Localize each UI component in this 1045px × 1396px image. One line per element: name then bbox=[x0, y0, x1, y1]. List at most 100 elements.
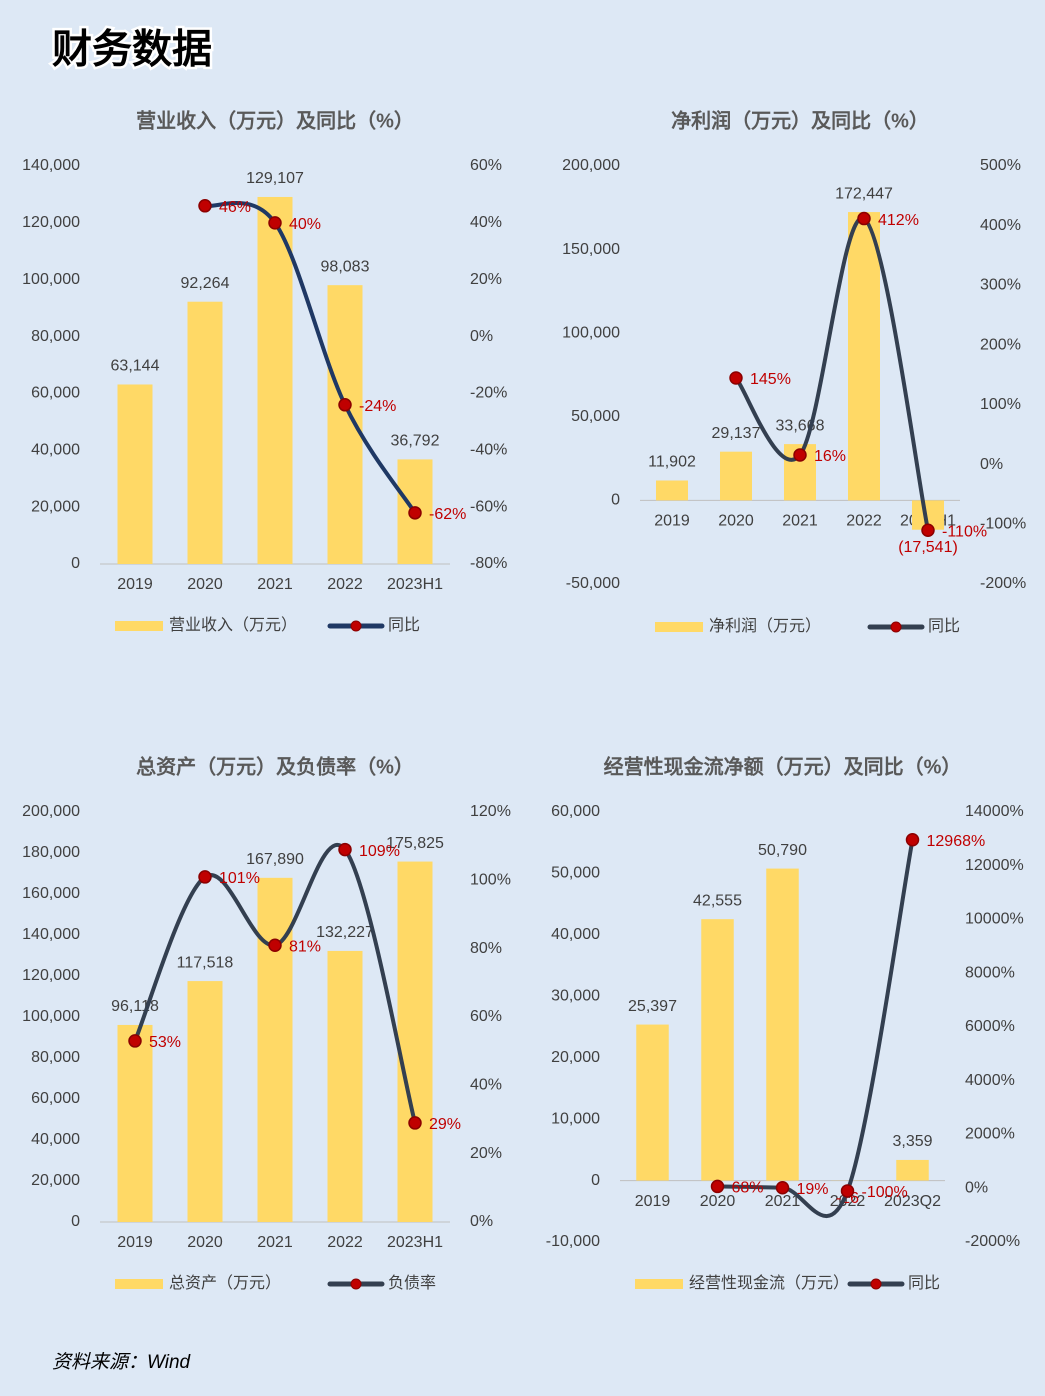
x-tick-label: 2021 bbox=[257, 1234, 293, 1251]
y2-tick-label: 20% bbox=[470, 271, 502, 288]
x-tick-label: 2020 bbox=[718, 513, 754, 530]
bar-label: 175,825 bbox=[386, 835, 444, 852]
line-label: 101% bbox=[219, 870, 260, 887]
y-tick-label: 0 bbox=[591, 1172, 600, 1189]
y2-tick-label: 2000% bbox=[965, 1126, 1015, 1143]
y-tick-label: 20,000 bbox=[31, 1172, 80, 1189]
x-tick-label: 2019 bbox=[654, 513, 690, 530]
source: 资料来源：Wind bbox=[52, 1352, 192, 1373]
line-point bbox=[857, 211, 871, 226]
line bbox=[133, 843, 417, 1124]
legend-dot bbox=[890, 621, 902, 633]
y2-tick-label: 6000% bbox=[965, 1018, 1015, 1035]
line-point bbox=[338, 842, 352, 857]
y2-tick-label: 4000% bbox=[965, 1072, 1015, 1089]
line bbox=[204, 200, 417, 514]
legend-swatch bbox=[655, 622, 703, 632]
y2-tick-label: 400% bbox=[980, 217, 1021, 234]
y2-tick-label: 40% bbox=[470, 1077, 502, 1094]
y2-tick-label: 60% bbox=[470, 157, 502, 174]
y-tick-label: 150,000 bbox=[562, 241, 620, 258]
line bbox=[734, 216, 930, 531]
line-point bbox=[729, 371, 743, 385]
bar-label: 132,227 bbox=[316, 924, 374, 941]
page-title: 财务数据 bbox=[52, 28, 212, 72]
line-point bbox=[408, 1116, 422, 1130]
y2-tick-label: 0% bbox=[965, 1179, 988, 1196]
bar bbox=[848, 212, 880, 501]
x-tick-label: 2020 bbox=[187, 576, 223, 593]
y-tick-label: 40,000 bbox=[31, 1131, 80, 1148]
legend-dot bbox=[350, 620, 362, 632]
line-label: 53% bbox=[149, 1034, 181, 1051]
legend-dot bbox=[350, 1278, 362, 1290]
line-label: -110% bbox=[942, 523, 987, 540]
legend-swatch bbox=[635, 1279, 683, 1289]
y-tick-label: 20,000 bbox=[31, 498, 80, 515]
bar-label: 129,107 bbox=[246, 170, 304, 187]
y2-tick-label: 120% bbox=[470, 803, 511, 820]
line-label: 40% bbox=[289, 216, 321, 233]
line-point bbox=[840, 1184, 855, 1198]
bar-label: 50,790 bbox=[758, 842, 807, 859]
legend-dot bbox=[870, 1278, 882, 1290]
y-tick-label: 40,000 bbox=[551, 926, 600, 943]
bar-label: 29,137 bbox=[712, 425, 761, 442]
line-label: 29% bbox=[429, 1116, 461, 1133]
x-tick-label: 2020 bbox=[700, 1193, 736, 1210]
line-label: 412% bbox=[878, 212, 919, 229]
legend-label: 营业收入（万元） bbox=[169, 616, 297, 634]
line-point bbox=[198, 870, 212, 884]
y2-tick-label: -100% bbox=[980, 516, 1026, 533]
bar-label: 172,447 bbox=[835, 185, 893, 202]
y-tick-label: 100,000 bbox=[22, 1008, 80, 1025]
y2-tick-label: 0% bbox=[470, 1213, 493, 1230]
bar-label: 63,144 bbox=[111, 358, 160, 375]
line-label: -100% bbox=[862, 1184, 908, 1201]
y-tick-label: 120,000 bbox=[22, 967, 80, 984]
bar bbox=[397, 861, 433, 1222]
y2-tick-label: -40% bbox=[470, 442, 507, 459]
y2-tick-label: 0% bbox=[980, 456, 1003, 473]
bar-label: (17,541) bbox=[898, 539, 958, 556]
bar bbox=[636, 1024, 669, 1181]
line-point bbox=[128, 1034, 142, 1048]
line-point bbox=[408, 506, 422, 520]
line-label: 145% bbox=[750, 371, 791, 388]
y2-tick-label: 40% bbox=[470, 214, 502, 231]
x-tick-label: 2021 bbox=[782, 513, 818, 530]
legend-label: 负债率 bbox=[388, 1274, 436, 1292]
bar-label: 117,518 bbox=[177, 954, 234, 971]
y2-tick-label: 200% bbox=[980, 336, 1021, 353]
bar bbox=[656, 480, 688, 501]
y2-tick-label: 8000% bbox=[965, 964, 1015, 981]
line bbox=[717, 839, 915, 1219]
line-label: 46% bbox=[219, 199, 251, 216]
bar bbox=[896, 1159, 929, 1181]
line-label: -62% bbox=[429, 506, 466, 523]
chart-title: 经营性现金流净额（万元）及同比（%） bbox=[604, 754, 962, 778]
y-tick-label: 140,000 bbox=[22, 926, 80, 943]
y-tick-label: 200,000 bbox=[562, 157, 620, 174]
x-tick-label: 2021 bbox=[765, 1193, 801, 1210]
line-point bbox=[710, 1179, 725, 1194]
y-tick-label: 200,000 bbox=[22, 803, 80, 820]
x-tick-label: 2023H1 bbox=[387, 1234, 443, 1251]
y-tick-label: 100,000 bbox=[22, 271, 80, 288]
bar bbox=[187, 301, 223, 564]
y2-tick-label: 0% bbox=[470, 328, 493, 345]
line-point bbox=[921, 523, 935, 538]
line-label: 68% bbox=[732, 1180, 764, 1197]
bar bbox=[327, 950, 363, 1222]
y2-tick-label: -20% bbox=[470, 385, 507, 402]
y-tick-label: 180,000 bbox=[22, 844, 80, 861]
y2-tick-label: 300% bbox=[980, 277, 1021, 294]
bar bbox=[257, 877, 293, 1222]
y-tick-label: 80,000 bbox=[31, 1049, 80, 1066]
bar-label: 3,359 bbox=[892, 1133, 932, 1150]
bar-label: 167,890 bbox=[246, 851, 304, 868]
y2-tick-label: 80% bbox=[470, 940, 502, 957]
x-tick-label: 2019 bbox=[117, 576, 153, 593]
line-point bbox=[775, 1180, 790, 1195]
